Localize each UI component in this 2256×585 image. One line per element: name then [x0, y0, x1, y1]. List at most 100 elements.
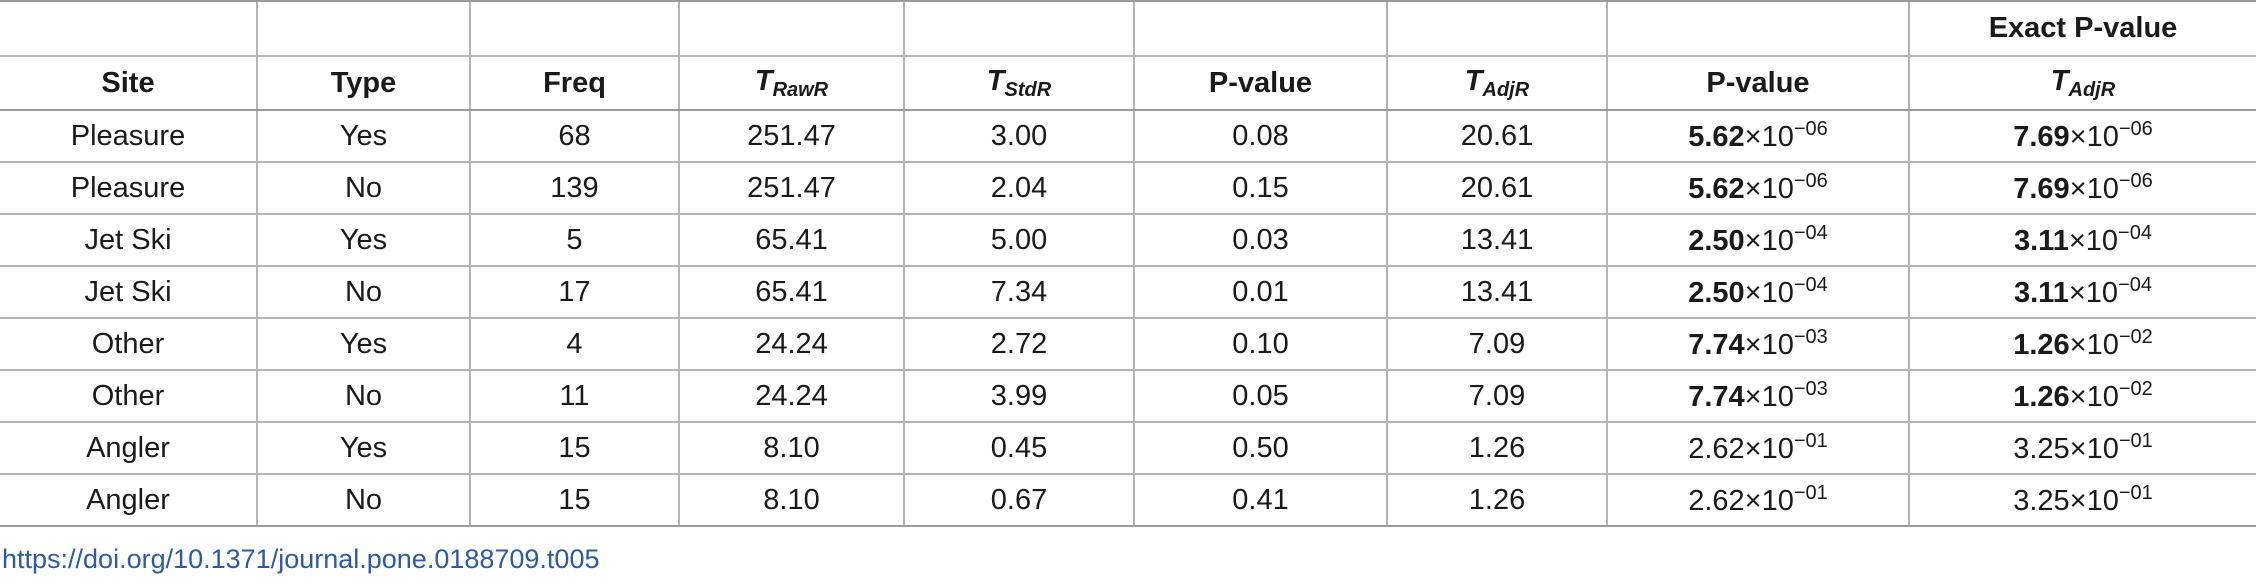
- sci-mantissa: 7.69: [2013, 173, 2070, 205]
- cell-pvalue: 0.15: [1133, 161, 1387, 214]
- cell-freq: 68: [469, 110, 679, 162]
- cell-t-adjr: 7.09: [1386, 317, 1607, 370]
- cell-freq: 15: [469, 421, 679, 474]
- sci-exponent: −03: [1793, 326, 1828, 348]
- cell-t-rawr: 8.10: [678, 473, 904, 527]
- cell-pvalue: 0.03: [1133, 213, 1387, 266]
- t-symbol: T: [2050, 64, 2069, 97]
- sci-exponent: −01: [1793, 482, 1828, 504]
- sci-mantissa: 1.26: [2013, 381, 2070, 413]
- cell-pvalue-adjusted: 2.50×10−04: [1606, 213, 1909, 266]
- t-subscript: StdR: [1004, 78, 1052, 101]
- cell-pvalue: 0.08: [1133, 110, 1387, 162]
- table-body: Pleasure Yes 68 251.47 3.00 0.08 20.61 5.62×10−…: [0, 110, 2256, 527]
- cell-site: Jet Ski: [0, 213, 257, 266]
- cell-t-adjr: 7.09: [1386, 369, 1607, 422]
- cell-t-rawr: 65.41: [678, 265, 904, 318]
- sci-times-ten: ×10: [2069, 381, 2119, 413]
- cell-type: No: [256, 265, 470, 318]
- sci-mantissa: 2.50: [1688, 277, 1745, 309]
- doi-link[interactable]: https://doi.org/10.1371/journal.pone.018…: [2, 544, 600, 574]
- cell-pvalue-adjusted: 5.62×10−06: [1606, 110, 1909, 162]
- super-header-exact-pvalue: Exact P-value: [1908, 0, 2256, 57]
- cell-t-rawr: 251.47: [678, 110, 904, 162]
- sci-times-ten: ×10: [2069, 173, 2119, 205]
- sci-mantissa: 3.25: [2013, 485, 2070, 517]
- t-subscript: AdjR: [1482, 78, 1530, 101]
- super-header-empty-cell: [1133, 0, 1387, 57]
- sci-times-ten: ×10: [2069, 485, 2119, 517]
- cell-t-stdr: 3.00: [903, 110, 1134, 162]
- cell-t-adjr: 1.26: [1386, 421, 1607, 474]
- cell-site: Jet Ski: [0, 265, 257, 318]
- table-row: Pleasure No 139 251.47 2.04 0.15 20.61 5.62×10−…: [0, 161, 2256, 214]
- header-t-rawr: TRawR: [678, 56, 904, 111]
- cell-type: Yes: [256, 421, 470, 474]
- t-subscript: AdjR: [2068, 78, 2116, 101]
- cell-t-adjr: 1.26: [1386, 473, 1607, 527]
- sci-mantissa: 5.62: [1688, 173, 1745, 205]
- cell-pvalue-adjusted: 5.62×10−06: [1606, 161, 1909, 214]
- cell-freq: 15: [469, 473, 679, 527]
- cell-type: No: [256, 369, 470, 422]
- sci-exponent: −06: [1793, 118, 1828, 140]
- super-header-empty-cell: [256, 0, 470, 57]
- super-header-empty-cell: [469, 0, 679, 57]
- sci-mantissa: 3.25: [2013, 433, 2070, 465]
- cell-pvalue: 0.05: [1133, 369, 1387, 422]
- super-header-empty-cell: [678, 0, 904, 57]
- table-row: Pleasure Yes 68 251.47 3.00 0.08 20.61 5.62×10−…: [0, 110, 2256, 162]
- cell-freq: 5: [469, 213, 679, 266]
- table-row: Other Yes 4 24.24 2.72 0.10 7.09 7.74×10−03 1.26…: [0, 317, 2256, 370]
- cell-pvalue: 0.01: [1133, 265, 1387, 318]
- sci-exponent: −06: [2118, 170, 2153, 192]
- cell-type: No: [256, 161, 470, 214]
- super-header-empty-cell: [0, 0, 257, 57]
- cell-pvalue: 0.50: [1133, 421, 1387, 474]
- cell-t-rawr: 24.24: [678, 369, 904, 422]
- sci-times-ten: ×10: [2069, 329, 2119, 361]
- table-row: Jet Ski Yes 5 65.41 5.00 0.03 13.41 2.50×10−04 3…: [0, 213, 2256, 266]
- cell-t-stdr: 3.99: [903, 369, 1134, 422]
- sci-exponent: −04: [2118, 222, 2152, 244]
- cell-pvalue-adjusted: 2.50×10−04: [1606, 265, 1909, 318]
- super-header-row: Exact P-value: [0, 0, 2256, 57]
- t-symbol: T: [754, 64, 773, 97]
- cell-t-stdr: 2.72: [903, 317, 1134, 370]
- cell-t-rawr: 8.10: [678, 421, 904, 474]
- sci-mantissa: 2.62: [1688, 485, 1745, 517]
- cell-t-adjr: 13.41: [1386, 265, 1607, 318]
- sci-exponent: −01: [2118, 430, 2153, 452]
- sci-times-ten: ×10: [2068, 225, 2119, 257]
- header-freq: Freq: [469, 56, 679, 111]
- cell-pvalue-adjusted: 2.62×10−01: [1606, 421, 1909, 474]
- sci-times-ten: ×10: [2069, 433, 2119, 465]
- sci-exponent: −02: [2118, 378, 2153, 400]
- sci-mantissa: 1.26: [2013, 329, 2070, 361]
- sci-times-ten: ×10: [1744, 485, 1794, 517]
- cell-site: Other: [0, 369, 257, 422]
- cell-site: Angler: [0, 473, 257, 527]
- cell-t-adjr: 20.61: [1386, 161, 1607, 214]
- cell-site: Angler: [0, 421, 257, 474]
- cell-pvalue-adjusted: 2.62×10−01: [1606, 473, 1909, 527]
- cell-exact-pvalue: 3.25×10−01: [1908, 421, 2256, 474]
- sci-times-ten: ×10: [1744, 381, 1794, 413]
- super-header-empty-cell: [1606, 0, 1909, 57]
- cell-type: Yes: [256, 110, 470, 162]
- t-symbol: T: [1464, 64, 1483, 97]
- sci-mantissa: 7.69: [2013, 121, 2070, 153]
- header-type: Type: [256, 56, 470, 111]
- statistics-table: Exact P-value Site Type Freq TRawR TStdR…: [0, 0, 2256, 527]
- sci-exponent: −04: [1793, 274, 1828, 296]
- sci-times-ten: ×10: [1744, 329, 1794, 361]
- sci-times-ten: ×10: [2069, 121, 2119, 153]
- header-pvalue: P-value: [1133, 56, 1387, 111]
- cell-pvalue-adjusted: 7.74×10−03: [1606, 369, 1909, 422]
- header-exact-t-adjr: TAdjR: [1908, 56, 2256, 111]
- sci-exponent: −03: [1793, 378, 1828, 400]
- cell-exact-pvalue: 7.69×10−06: [1908, 110, 2256, 162]
- sci-mantissa: 7.74: [1688, 329, 1745, 361]
- sci-mantissa: 3.11: [2014, 277, 2069, 309]
- sci-exponent: −06: [1793, 170, 1828, 192]
